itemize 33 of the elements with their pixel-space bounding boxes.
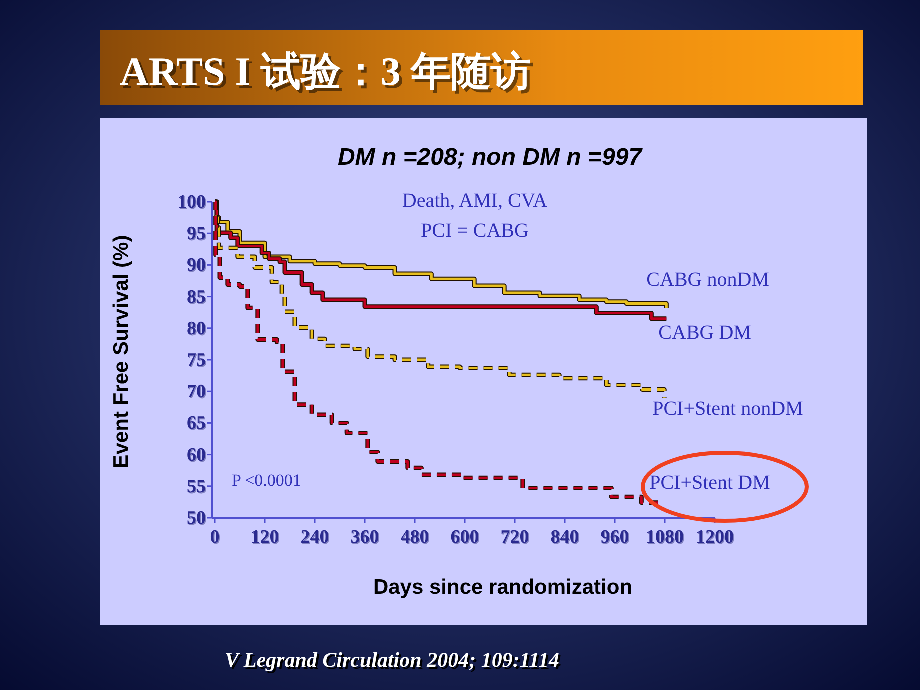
annotation: PCI = CABG — [421, 220, 529, 242]
x-tick-label: 1200 — [696, 527, 734, 548]
series-label: CABG DM — [658, 322, 752, 344]
series-label: PCI+Stent nonDM — [652, 398, 804, 420]
annotation: Death, AMI, CVA — [402, 190, 548, 212]
chart-subtitle: DM n =208; non DM n =997 — [338, 144, 644, 171]
y-tick-label: 55 — [187, 476, 206, 498]
y-axis-title: Event Free Survival (%) — [110, 235, 133, 469]
y-tick-label: 85 — [187, 286, 206, 308]
x-tick-label: 960 — [600, 527, 630, 548]
text: V Legrand Circulation 2004; 109:1114 — [225, 648, 560, 672]
series-label: PCI+Stent DM — [650, 472, 771, 494]
x-tick-label: 0 — [210, 527, 220, 548]
series-label: CABG nonDM — [646, 269, 770, 292]
x-tick-label: 600 — [450, 527, 480, 548]
x-axis-title: Days since randomization — [373, 576, 633, 599]
y-tick-label: 70 — [187, 382, 206, 403]
x-tick-label: 840 — [550, 527, 580, 548]
x-tick-label: 1080 — [646, 527, 684, 548]
y-tick-label: 80 — [187, 318, 206, 340]
x-tick-label: 360 — [350, 527, 380, 548]
x-tick-label: 240 — [300, 527, 330, 548]
x-tick-label: 120 — [250, 527, 280, 548]
y-tick-label: 100 — [178, 192, 206, 213]
y-tick-label: 95 — [187, 224, 206, 245]
annotation: P <0.0001 — [232, 471, 302, 490]
x-tick-label: 720 — [500, 527, 530, 548]
y-tick-label: 90 — [187, 255, 206, 276]
y-tick-label: 75 — [187, 350, 206, 371]
y-tick-label: 50 — [187, 508, 206, 529]
x-tick-label: 480 — [400, 527, 430, 548]
y-tick-label: 65 — [187, 413, 206, 434]
y-tick-label: 60 — [187, 444, 206, 466]
